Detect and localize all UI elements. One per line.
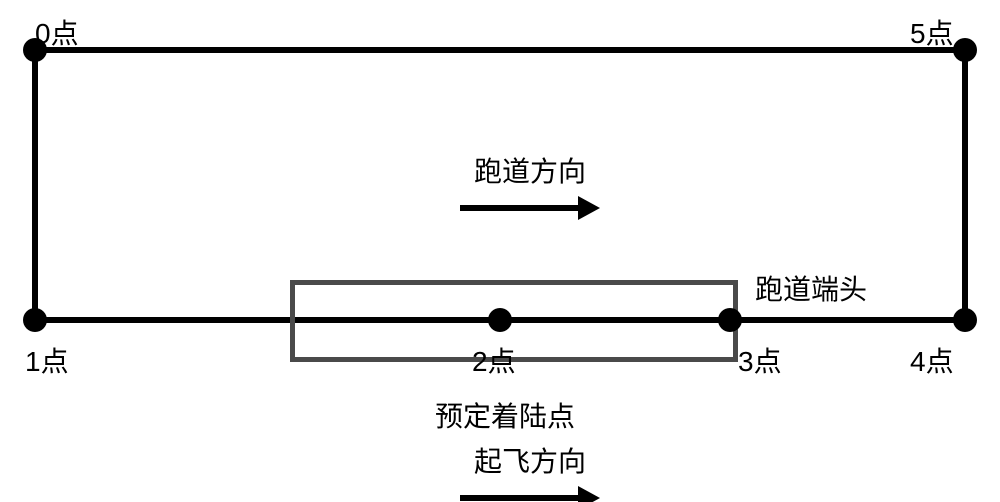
label-p4: 4点 (910, 340, 954, 380)
diagram-stage: 0点 5点 1点 2点 3点 4点 跑道方向 跑道端头 预定着陆点 起飞方向 (0, 0, 1000, 502)
runway-end-label: 跑道端头 (755, 268, 867, 308)
node-p3 (718, 308, 742, 332)
node-p4 (953, 308, 977, 332)
label-p2: 2点 (472, 340, 516, 380)
arrow-head-icon (578, 486, 600, 502)
runway-direction-group: 跑道方向 (460, 150, 600, 220)
path-right (962, 47, 968, 323)
label-p3: 3点 (738, 340, 782, 380)
label-p0: 0点 (35, 12, 79, 52)
arrow-shaft (460, 495, 580, 501)
node-p1 (23, 308, 47, 332)
arrow-shaft (460, 205, 580, 211)
runway-direction-arrow (460, 196, 600, 220)
label-p5: 5点 (910, 12, 954, 52)
takeoff-direction-group: 起飞方向 (460, 440, 600, 502)
label-p1: 1点 (25, 340, 69, 380)
runway-direction-label: 跑道方向 (474, 150, 586, 190)
takeoff-direction-label: 起飞方向 (474, 440, 586, 480)
node-p5 (953, 38, 977, 62)
arrow-head-icon (578, 196, 600, 220)
landing-point-label: 预定着陆点 (435, 395, 575, 435)
takeoff-direction-arrow (460, 486, 600, 502)
path-left (32, 47, 38, 323)
node-p2 (488, 308, 512, 332)
path-top (32, 47, 968, 53)
